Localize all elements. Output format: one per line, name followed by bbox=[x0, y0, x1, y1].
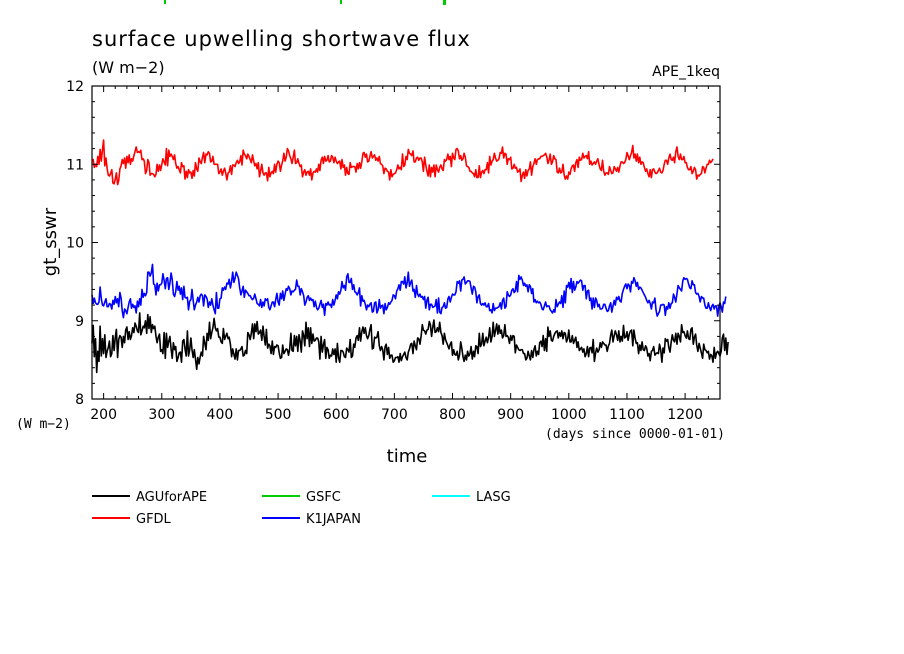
legend-label: GSFC bbox=[306, 490, 341, 505]
y-axis-label: gt_sswr bbox=[40, 207, 61, 276]
legend-label: LASG bbox=[476, 490, 511, 505]
legend-label: GFDL bbox=[136, 512, 172, 527]
x-tick-label: 200 bbox=[90, 407, 117, 423]
y-axis: 8 9 10 11 12 bbox=[66, 79, 720, 408]
series-line-k1japan bbox=[91, 263, 727, 319]
x-axis: 200 300 400 500 600 700 800 900 1000 1100 1200 bbox=[90, 86, 709, 423]
experiment-label: APE_1keq bbox=[652, 64, 720, 80]
x-tick-label: 700 bbox=[381, 407, 408, 423]
x-tick-label: 300 bbox=[148, 407, 175, 423]
y-tick-label: 12 bbox=[66, 79, 84, 95]
x-axis-label: time bbox=[387, 446, 428, 467]
top-marks bbox=[164, 0, 446, 5]
x-tick-label: 600 bbox=[323, 407, 350, 423]
plot-lines bbox=[91, 139, 729, 374]
x-tick-label: 400 bbox=[207, 407, 234, 423]
top-mark bbox=[443, 0, 446, 5]
x-tick-label: 800 bbox=[439, 407, 466, 423]
series-line-gfdl bbox=[92, 139, 714, 186]
x-tick-label: 1100 bbox=[609, 407, 645, 423]
y-tick-label: 8 bbox=[75, 392, 84, 408]
chart-units: (W m−2) bbox=[92, 58, 165, 77]
x-axis-units: (days since 0000-01-01) bbox=[545, 427, 725, 442]
legend-label: K1JAPAN bbox=[306, 512, 361, 527]
y-tick-label: 10 bbox=[66, 236, 84, 252]
chart-title: surface upwelling shortwave flux bbox=[92, 27, 471, 51]
legend: AGUforAPE GFDL GSFC K1JAPAN LASG bbox=[92, 490, 511, 527]
top-mark bbox=[164, 0, 166, 4]
x-tick-label: 1000 bbox=[551, 407, 587, 423]
series-line-aguforape bbox=[91, 312, 729, 374]
legend-label: AGUforAPE bbox=[136, 490, 207, 505]
top-mark bbox=[340, 0, 342, 4]
y-axis-units: (W m−2) bbox=[16, 417, 71, 432]
x-tick-label: 1200 bbox=[667, 407, 703, 423]
y-tick-label: 11 bbox=[66, 157, 84, 173]
x-tick-label: 500 bbox=[265, 407, 292, 423]
x-tick-label: 900 bbox=[497, 407, 524, 423]
y-tick-label: 9 bbox=[75, 314, 84, 330]
